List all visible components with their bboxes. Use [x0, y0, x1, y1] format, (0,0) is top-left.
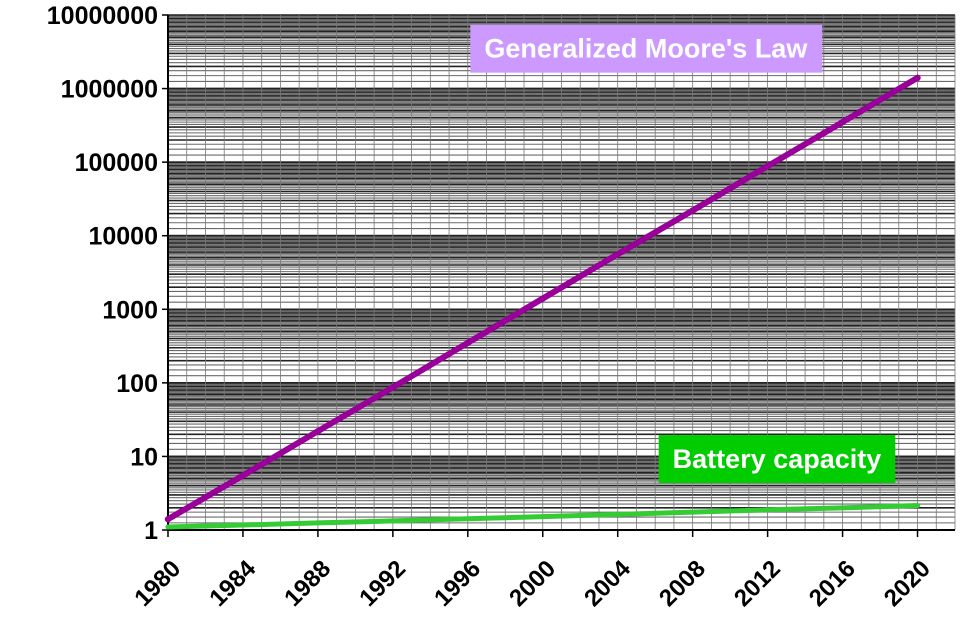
series-point [389, 384, 397, 391]
annotations: Generalized Moore's Law Battery capacity [470, 24, 896, 484]
series-point [765, 507, 771, 513]
series-point [465, 516, 471, 522]
y-tick-label: 10000000 [47, 2, 158, 30]
y-tick-label: 10000 [88, 223, 158, 251]
series-point [239, 472, 247, 479]
x-tick-label: 2016 [804, 555, 861, 612]
series-point [764, 163, 771, 170]
x-tick-label: 1996 [429, 555, 486, 612]
y-tick-label: 100 [116, 370, 158, 398]
series-point [539, 295, 546, 302]
annotation-box [658, 435, 896, 484]
series-point [390, 518, 396, 524]
series-point [164, 516, 172, 523]
series-point [915, 503, 920, 508]
y-tick-label: 1000000 [61, 76, 158, 104]
x-tick-label: 1980 [129, 555, 186, 612]
series-point [315, 520, 321, 526]
annotation-label: Generalized Moore's Law [484, 34, 808, 64]
series-point [614, 251, 621, 258]
y-tick-label: 1000 [102, 296, 158, 324]
x-tick-label: 1988 [279, 555, 336, 612]
series-point [240, 522, 246, 528]
series-point [540, 514, 546, 520]
x-tick-label: 1992 [354, 555, 411, 612]
annotation-box [470, 24, 823, 73]
series-point [165, 524, 171, 530]
annotation-label: Battery capacity [673, 444, 882, 474]
x-tick-label: 2008 [654, 555, 711, 612]
series-point [464, 339, 472, 347]
x-tick-label: 2012 [729, 555, 786, 612]
y-tick-label: 10 [130, 443, 158, 471]
series-point [615, 511, 621, 517]
series-point [914, 74, 921, 82]
x-tick-label: 2020 [879, 555, 936, 612]
series-lines [164, 74, 921, 530]
x-tick-label: 2004 [579, 555, 636, 612]
y-tick-label: 100000 [75, 149, 158, 177]
x-tick-label: 2000 [504, 555, 561, 612]
series-point [839, 118, 846, 126]
y-tick-label: 1 [144, 517, 158, 545]
series-point [689, 207, 696, 214]
x-tick-label: 1984 [204, 555, 261, 612]
series-point [840, 505, 845, 511]
series-point [314, 428, 322, 435]
series-point [690, 509, 696, 515]
